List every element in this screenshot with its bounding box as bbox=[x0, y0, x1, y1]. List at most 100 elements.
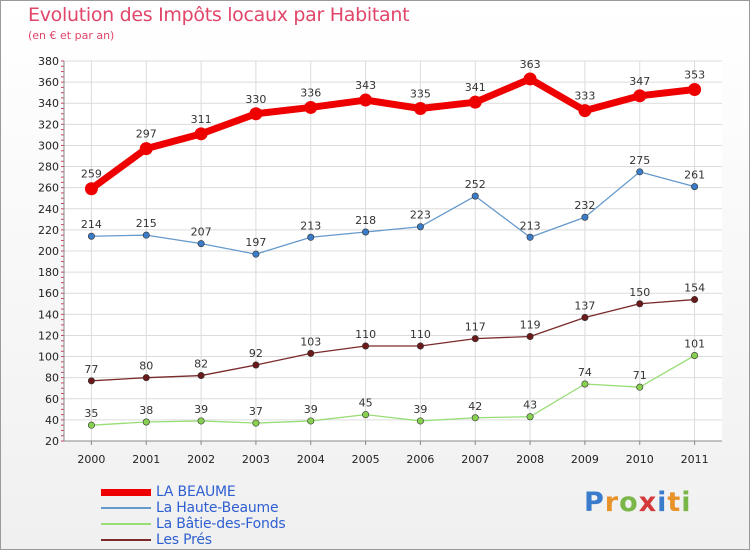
series-line bbox=[90, 171, 696, 255]
legend-label: La Haute-Beaume bbox=[156, 500, 279, 516]
legend-label: LA BEAUME bbox=[156, 484, 236, 500]
data-label: 330 bbox=[245, 93, 266, 106]
y-tick-label: 360 bbox=[38, 76, 59, 89]
data-label: 80 bbox=[139, 360, 153, 373]
y-tick-label: 120 bbox=[38, 329, 59, 342]
x-tick-label: 2004 bbox=[297, 453, 325, 466]
data-label: 119 bbox=[520, 319, 541, 332]
data-point bbox=[581, 313, 589, 321]
data-point bbox=[304, 100, 318, 114]
data-label: 117 bbox=[465, 321, 486, 334]
data-point bbox=[252, 250, 260, 258]
y-tick-label: 280 bbox=[38, 161, 59, 174]
brand-letter: r bbox=[604, 487, 620, 518]
data-point bbox=[578, 104, 592, 118]
y-tick-label: 180 bbox=[38, 266, 59, 279]
data-point bbox=[307, 233, 315, 241]
data-label: 43 bbox=[523, 399, 537, 412]
data-label: 347 bbox=[629, 75, 650, 88]
data-point bbox=[197, 417, 205, 425]
data-point bbox=[581, 380, 589, 388]
chart-title: Evolution des Impôts locaux par Habitant bbox=[28, 4, 410, 26]
brand-letter: o bbox=[619, 487, 639, 518]
legend-swatch bbox=[101, 488, 151, 496]
legend-swatch bbox=[101, 539, 151, 541]
data-label: 275 bbox=[629, 154, 650, 167]
data-point bbox=[139, 142, 153, 156]
y-tick-label: 200 bbox=[38, 245, 59, 258]
data-point bbox=[581, 213, 589, 221]
legend-label: Les Prés bbox=[156, 532, 212, 548]
series-la-b-tie-des-fonds: 35 38 39 37 39 45 39 42 43 74 71 101 bbox=[84, 338, 705, 429]
series-la-beaume: 259 297 311 330 336 343 335 341 363 333 347 353 bbox=[81, 58, 705, 196]
data-label: 213 bbox=[520, 219, 541, 232]
brand-letter: t bbox=[667, 487, 682, 518]
legend-swatch bbox=[101, 507, 151, 509]
data-point bbox=[416, 417, 424, 425]
data-point bbox=[362, 228, 370, 236]
y-tick-label: 340 bbox=[38, 97, 59, 110]
data-label: 71 bbox=[633, 369, 647, 382]
data-label: 110 bbox=[355, 328, 376, 341]
data-label: 335 bbox=[410, 88, 431, 101]
data-point bbox=[362, 411, 370, 419]
chart-subtitle: (en € et par an) bbox=[28, 29, 115, 42]
data-point bbox=[471, 414, 479, 422]
series-line bbox=[90, 298, 696, 382]
data-label: 101 bbox=[684, 338, 705, 351]
data-point bbox=[252, 419, 260, 427]
y-tick-label: 20 bbox=[45, 435, 59, 448]
data-point bbox=[197, 372, 205, 380]
data-label: 74 bbox=[578, 366, 592, 379]
data-point bbox=[413, 102, 427, 115]
y-tick-label: 60 bbox=[45, 393, 59, 406]
data-point bbox=[688, 83, 702, 96]
data-point bbox=[142, 418, 150, 426]
brand-logo: Proxiti bbox=[584, 487, 692, 518]
data-label: 207 bbox=[191, 226, 212, 239]
x-tick-label: 2011 bbox=[681, 453, 709, 466]
y-tick-label: 240 bbox=[38, 203, 59, 216]
data-label: 259 bbox=[81, 168, 102, 181]
data-label: 110 bbox=[410, 328, 431, 341]
data-point bbox=[526, 413, 534, 421]
legend-label: La Bâtie-des-Fonds bbox=[156, 516, 286, 532]
data-point bbox=[142, 231, 150, 239]
data-label: 103 bbox=[300, 335, 321, 348]
data-point bbox=[197, 240, 205, 248]
data-label: 38 bbox=[139, 404, 153, 417]
series-la-haute-beaume: 214 215 207 197 213 218 223 252 213 232 275 261 bbox=[81, 154, 705, 258]
data-point bbox=[471, 335, 479, 343]
y-tick-label: 140 bbox=[38, 308, 59, 321]
x-tick-label: 2001 bbox=[132, 453, 160, 466]
x-tick-label: 2005 bbox=[352, 453, 380, 466]
data-point bbox=[307, 349, 315, 357]
data-point bbox=[526, 233, 534, 241]
y-tick-label: 100 bbox=[38, 351, 59, 364]
series-line bbox=[90, 354, 696, 426]
data-label: 154 bbox=[684, 282, 705, 295]
brand-letter: P bbox=[584, 487, 605, 518]
data-label: 37 bbox=[249, 405, 263, 418]
data-point bbox=[691, 296, 699, 304]
data-point bbox=[142, 374, 150, 382]
x-tick-label: 2008 bbox=[516, 453, 544, 466]
series-line bbox=[87, 75, 699, 193]
y-tick-label: 220 bbox=[38, 224, 59, 237]
x-tick-label: 2000 bbox=[77, 453, 105, 466]
x-tick-label: 2003 bbox=[242, 453, 270, 466]
brand-letter: i bbox=[657, 487, 668, 518]
data-label: 343 bbox=[355, 79, 376, 92]
y-tick-label: 320 bbox=[38, 118, 59, 131]
data-point bbox=[84, 182, 98, 196]
data-label: 82 bbox=[194, 358, 208, 371]
data-label: 35 bbox=[84, 407, 98, 420]
data-point bbox=[252, 361, 260, 369]
data-label: 311 bbox=[191, 113, 212, 126]
data-label: 42 bbox=[468, 400, 482, 413]
data-point bbox=[636, 383, 644, 391]
y-tick-label: 300 bbox=[38, 139, 59, 152]
data-point bbox=[194, 127, 208, 141]
data-label: 39 bbox=[413, 403, 427, 416]
